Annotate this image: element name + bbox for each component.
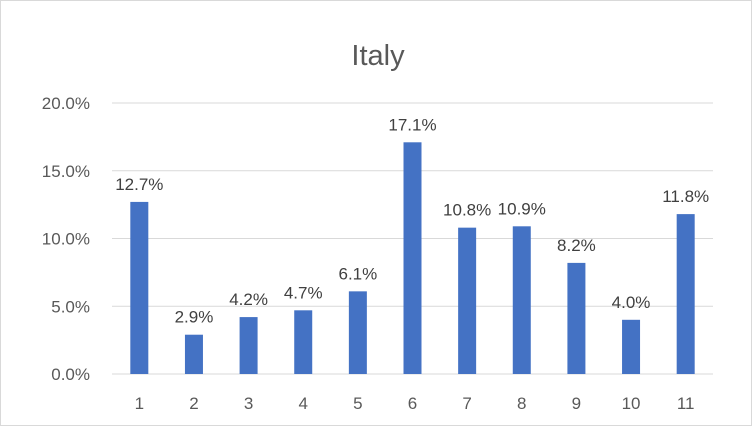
bar — [184, 334, 203, 374]
x-tick-label: 10 — [622, 394, 641, 413]
x-tick-label: 9 — [572, 394, 581, 413]
data-label: 4.0% — [612, 293, 651, 312]
y-tick-label: 10.0% — [42, 230, 90, 249]
x-tick-label: 6 — [408, 394, 417, 413]
x-tick-label: 7 — [462, 394, 471, 413]
bar — [676, 214, 695, 374]
bar — [239, 317, 258, 374]
x-tick-label: 4 — [298, 394, 307, 413]
data-label: 17.1% — [388, 115, 436, 134]
data-labels: 12.7% 2.9% 4.2% 4.7% 6.1% 17.1% 10.8% 10.9% 8.2%… — [115, 115, 709, 326]
data-label: 4.7% — [284, 283, 323, 302]
bars — [130, 142, 695, 374]
data-label: 12.7% — [115, 175, 163, 194]
x-axis-tick-labels: 1 2 3 4 5 6 7 8 9 10 11 — [135, 394, 695, 413]
bar — [567, 262, 586, 374]
x-tick-label: 8 — [517, 394, 526, 413]
y-tick-label: 5.0% — [51, 297, 90, 316]
data-label: 4.2% — [229, 290, 268, 309]
bar — [622, 319, 641, 374]
data-label: 10.9% — [498, 199, 546, 218]
x-tick-label: 3 — [244, 394, 253, 413]
bar — [294, 310, 313, 374]
y-tick-label: 20.0% — [42, 94, 90, 113]
x-tick-label: 2 — [189, 394, 198, 413]
y-axis-tick-labels: 0.0% 5.0% 10.0% 15.0% 20.0% — [42, 94, 90, 384]
bar — [348, 291, 367, 374]
x-tick-label: 5 — [353, 394, 362, 413]
bar — [458, 227, 477, 374]
y-tick-label: 15.0% — [42, 162, 90, 181]
bar — [512, 226, 531, 374]
chart-title: Italy — [351, 40, 405, 72]
data-label: 11.8% — [662, 187, 709, 206]
data-label: 2.9% — [175, 308, 214, 327]
bar — [130, 201, 149, 374]
data-label: 10.8% — [443, 201, 491, 220]
bar — [403, 142, 422, 374]
x-tick-label: 11 — [677, 394, 695, 413]
x-tick-label: 1 — [135, 394, 144, 413]
data-label: 6.1% — [338, 264, 377, 283]
data-label: 8.2% — [557, 236, 596, 255]
y-tick-label: 0.0% — [51, 365, 90, 384]
